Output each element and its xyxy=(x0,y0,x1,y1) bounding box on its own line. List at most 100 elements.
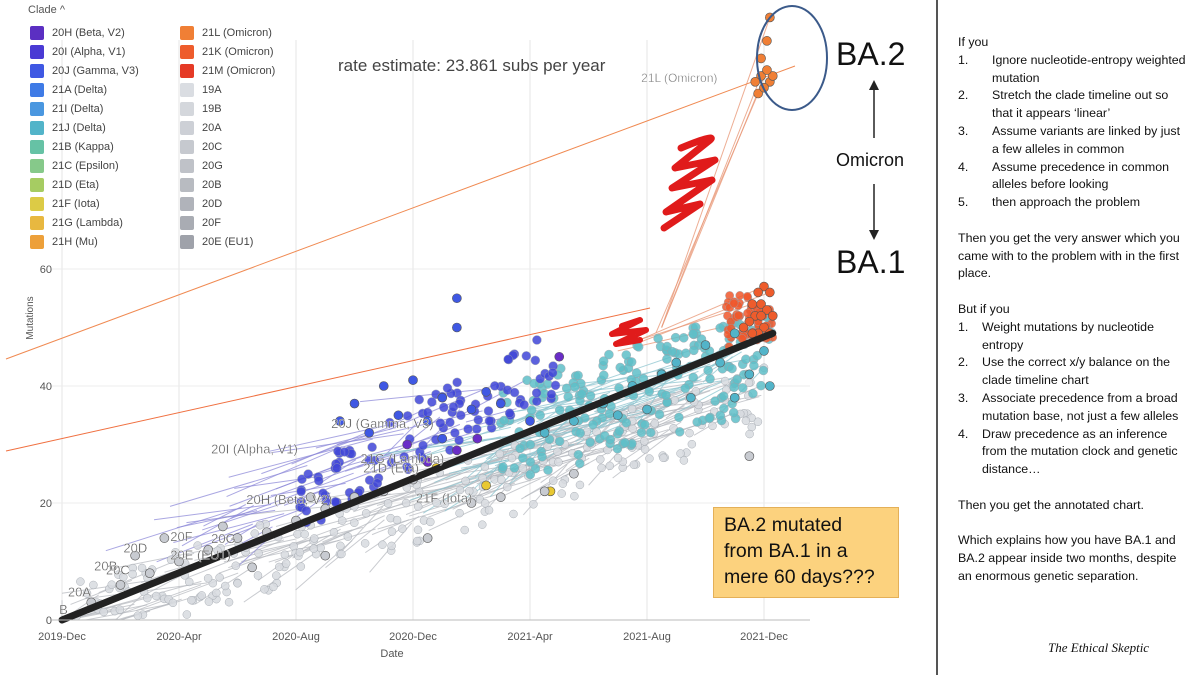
data-point xyxy=(729,328,740,339)
legend-label: 21J (Delta) xyxy=(52,122,106,134)
legend-item[interactable]: 21A (Delta) xyxy=(30,81,107,99)
legend-label: 20H (Beta, V2) xyxy=(52,27,125,39)
cloud-point xyxy=(575,458,585,469)
cloud-point xyxy=(484,505,494,515)
legend-item[interactable]: 21M (Omicron) xyxy=(180,62,275,80)
cloud-point xyxy=(204,597,214,606)
cloud-point xyxy=(378,540,387,549)
cloud-point xyxy=(530,355,541,366)
legend-item[interactable]: 21C (Epsilon) xyxy=(30,157,119,175)
cloud-point xyxy=(745,429,754,439)
data-point xyxy=(144,568,155,579)
cloud-point xyxy=(529,500,538,509)
list-item: 1. Ignore nucleotide-entropy weighted mut… xyxy=(958,52,1186,85)
callout-line: mere 60 days??? xyxy=(724,566,875,588)
data-point xyxy=(422,533,433,543)
tree-branch xyxy=(269,422,399,452)
tree-branch xyxy=(409,499,464,517)
legend-swatch xyxy=(180,235,194,249)
cloud-point xyxy=(653,333,663,344)
data-point xyxy=(759,322,769,333)
cloud-point xyxy=(297,474,307,484)
cloud-point xyxy=(727,363,737,374)
data-point xyxy=(738,322,749,333)
legend-title[interactable]: Clade ^ xyxy=(28,4,65,16)
list-item: 2. Stretch the clade timeline out so that… xyxy=(958,88,1169,121)
legend-item[interactable]: 19B xyxy=(180,100,222,118)
cloud-point xyxy=(573,370,583,381)
data-point xyxy=(671,357,682,368)
cloud-point xyxy=(456,410,466,421)
legend-swatch xyxy=(180,140,194,154)
legend-item[interactable]: 20E (EU1) xyxy=(180,233,253,251)
cloud-point xyxy=(678,333,689,343)
x-tick-label: 2020-Apr xyxy=(156,631,202,643)
legend-item[interactable]: 20D xyxy=(180,195,222,213)
legend-item[interactable]: 21F (Iota) xyxy=(30,195,100,213)
cloud-point xyxy=(688,329,698,339)
cloud-point xyxy=(215,573,224,582)
tree-branch xyxy=(322,529,353,543)
legend-label: 21C (Epsilon) xyxy=(52,160,119,172)
list-item: 4. Assume precedence in common alleles be… xyxy=(958,159,1169,192)
cloud-point xyxy=(260,585,269,594)
cloud-point xyxy=(361,509,371,518)
clade-label: 20A xyxy=(68,585,91,600)
clade-label: 20H (Beta, V2) xyxy=(246,492,332,507)
cloud-point xyxy=(585,437,595,448)
x-tick-label: 2021-Dec xyxy=(740,631,788,643)
cloud-point xyxy=(461,476,470,486)
legend-label: 20E (EU1) xyxy=(202,236,254,248)
legend-item[interactable]: 21B (Kappa) xyxy=(30,138,114,156)
legend-item[interactable]: 21D (Eta) xyxy=(30,176,99,194)
legend-item[interactable]: 19A xyxy=(180,81,222,99)
guide-line xyxy=(5,307,651,452)
legend-item[interactable]: 20B xyxy=(180,176,222,194)
cloud-point xyxy=(329,527,339,537)
cloud-point xyxy=(573,449,584,460)
data-point xyxy=(569,468,579,479)
legend-item[interactable]: 21J (Delta) xyxy=(30,119,106,137)
legend-item[interactable]: 21H (Mu) xyxy=(30,233,98,251)
cloud-point xyxy=(339,447,350,457)
cloud-point xyxy=(383,499,393,508)
data-point xyxy=(495,492,506,502)
legend-item[interactable]: 21K (Omicron) xyxy=(180,43,274,61)
cloud-point xyxy=(472,424,482,434)
legend-item[interactable]: 21L (Omicron) xyxy=(180,24,272,42)
legend-item[interactable]: 21G (Lambda) xyxy=(30,214,123,232)
cloud-point xyxy=(76,577,85,586)
panel-divider xyxy=(936,0,938,675)
cloud-point xyxy=(303,469,313,479)
cloud-point xyxy=(563,392,573,402)
legend-swatch xyxy=(180,159,194,173)
cloud-point xyxy=(426,517,435,527)
cloud-point xyxy=(452,377,462,388)
cloud-point xyxy=(412,536,422,546)
legend-item[interactable]: 21I (Delta) xyxy=(30,100,103,118)
legend-item[interactable]: 20G xyxy=(180,157,223,175)
legend-item[interactable]: 20A xyxy=(180,119,222,137)
data-point xyxy=(408,375,418,385)
data-point xyxy=(472,433,483,444)
clade-label: 20B xyxy=(94,558,117,573)
legend-item[interactable]: 20F xyxy=(180,214,221,232)
notes-list-1: 1. Ignore nucleotide-entropy weighted mut… xyxy=(958,52,1190,212)
cloud-point xyxy=(554,457,563,467)
legend-item[interactable]: 20H (Beta, V2) xyxy=(30,24,125,42)
tree-branch xyxy=(181,505,254,547)
tree-branch xyxy=(434,448,520,483)
chevron-up-icon[interactable]: ^ xyxy=(59,4,65,16)
legend-item[interactable]: 20C xyxy=(180,138,222,156)
notes-list-2: 1. Weight mutations by nucleotide entropy… xyxy=(958,319,1190,479)
legend-label: 21F (Iota) xyxy=(52,198,100,210)
legend-item[interactable]: 20I (Alpha, V1) xyxy=(30,43,125,61)
cloud-point xyxy=(728,407,739,418)
cloud-point xyxy=(550,380,561,391)
cloud-point xyxy=(399,451,409,462)
legend-swatch xyxy=(180,216,194,230)
data-point xyxy=(756,310,766,321)
tree-branch xyxy=(651,385,760,431)
clade-label: 20C xyxy=(106,562,130,577)
legend-item[interactable]: 20J (Gamma, V3) xyxy=(30,62,139,80)
